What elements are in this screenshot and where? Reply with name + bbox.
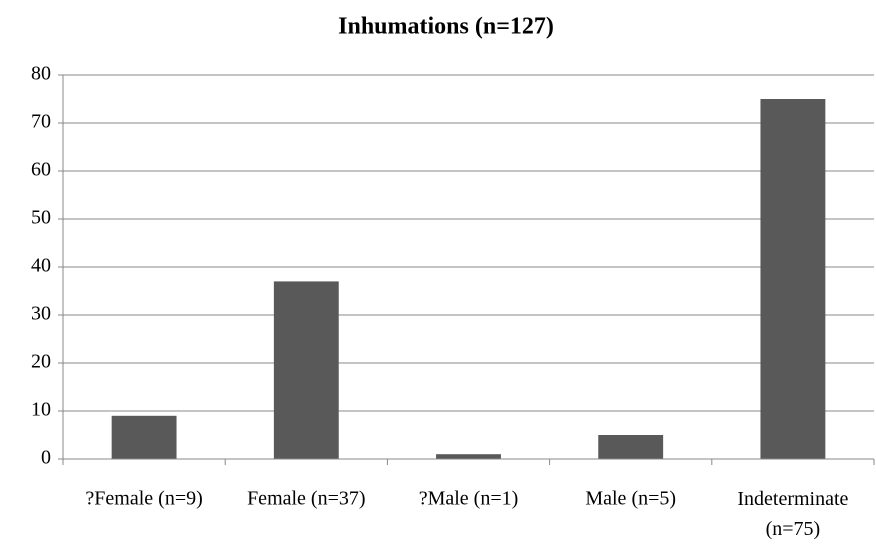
x-tick-label: ?Female (n=9) [85,488,202,510]
y-tick-label: 40 [31,255,51,277]
y-tick-label: 50 [31,207,51,229]
y-tick-label: 30 [31,303,51,325]
y-tick-label: 0 [41,447,51,469]
x-tick-label: ?Male (n=1) [419,488,519,510]
bar [760,99,826,459]
x-tick-label: Female (n=37) [247,488,365,510]
chart-title: Inhumations (n=127) [338,14,554,40]
bar [273,281,339,459]
x-tick-label: Male (n=5) [585,488,676,510]
y-tick-label: 80 [31,63,51,85]
y-tick-label: 10 [31,399,51,421]
bar [436,454,501,459]
bar [111,415,177,459]
y-tick-label: 70 [31,111,51,133]
bar [598,435,664,459]
y-tick-label: 60 [31,159,51,181]
y-tick-label: 20 [31,351,51,373]
x-tick-label: Indeterminate (n=75) [737,488,848,540]
